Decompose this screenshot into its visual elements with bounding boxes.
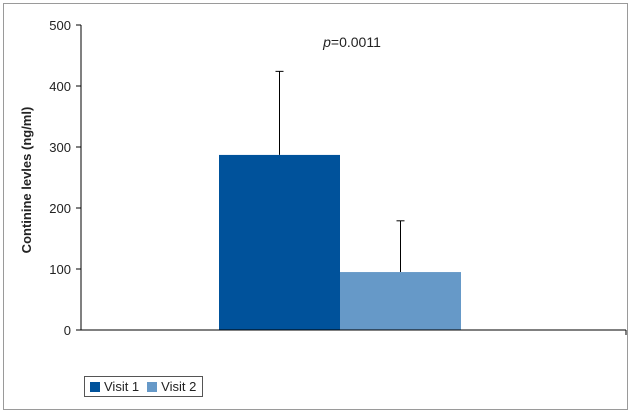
legend-label-2: Visit 2 (161, 379, 197, 394)
legend-item-2: Visit 2 (147, 379, 196, 394)
p-symbol: p (322, 34, 331, 50)
bar-1 (219, 154, 340, 330)
y-tick-label: 400 (49, 79, 71, 94)
bar-2 (340, 272, 461, 330)
y-tick-label: 300 (49, 140, 71, 155)
p-value-annotation: p=0.0011 (322, 34, 381, 50)
chart-frame (3, 3, 628, 410)
y-axis-ticks: 0 100 200 300 400 500 (49, 18, 81, 338)
legend-swatch-1 (90, 381, 100, 392)
y-tick-label: 0 (64, 323, 71, 338)
p-value-text: =0.0011 (331, 34, 381, 50)
y-axis-label: Continine levles (ng/ml) (19, 107, 34, 254)
legend: Visit 1 Visit 2 (84, 376, 204, 397)
legend-item-1: Visit 1 (90, 379, 139, 394)
y-tick-label: 500 (49, 18, 71, 33)
axes (76, 25, 627, 335)
bars (219, 70, 461, 330)
y-tick-label: 200 (49, 201, 71, 216)
legend-label-1: Visit 1 (104, 379, 140, 394)
y-tick-label: 100 (49, 262, 71, 277)
legend-swatch-2 (147, 381, 158, 392)
